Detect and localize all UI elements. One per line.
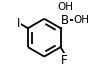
Text: B: B <box>61 14 69 26</box>
Text: I: I <box>17 17 20 30</box>
Text: F: F <box>61 54 68 67</box>
Text: OH: OH <box>57 2 73 12</box>
Text: OH: OH <box>74 15 90 25</box>
